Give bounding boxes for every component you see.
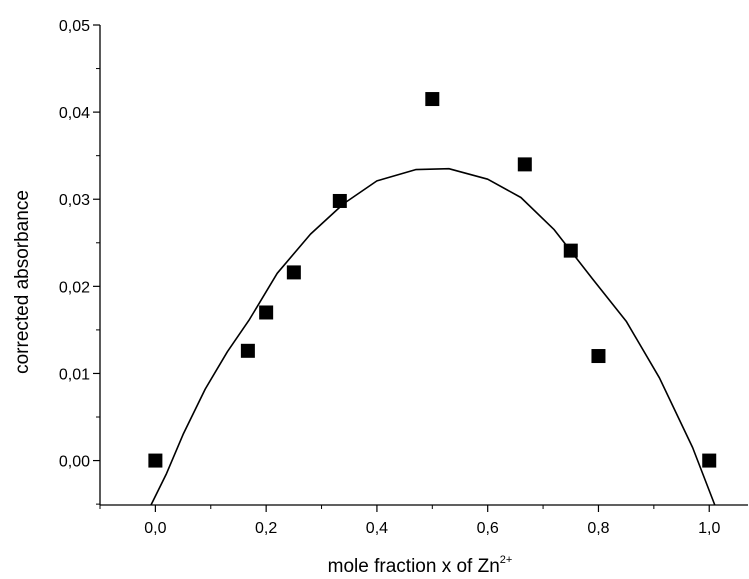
data-point <box>425 92 440 107</box>
x-tick-label: 0,2 <box>255 520 277 537</box>
data-point <box>148 453 163 468</box>
y-axis-title: corrected absorbance <box>12 190 33 374</box>
data-point <box>702 453 717 468</box>
y-tick-label: 0,01 <box>59 366 90 383</box>
data-points-group <box>148 92 717 468</box>
y-tick-label: 0,02 <box>59 279 90 296</box>
y-tick-label: 0,00 <box>59 454 90 471</box>
fit-curve <box>150 167 716 506</box>
x-tick-label: 0,6 <box>477 520 499 537</box>
data-point <box>240 343 255 358</box>
x-axis-title-main: mole fraction x of Zn <box>328 556 500 577</box>
fit-curve-group <box>150 167 716 506</box>
axes: 0,00 0,01 0,02 0,03 0,04 0,05 0,0 0,2 0,4 0,6 0,8 1… <box>59 18 748 537</box>
x-tick-label: 0,8 <box>587 520 609 537</box>
data-point <box>286 265 301 280</box>
data-point <box>332 193 347 208</box>
y-tick-label: 0,04 <box>59 105 90 122</box>
x-axis-title: mole fraction x of Zn2+ <box>328 554 513 577</box>
data-point <box>517 157 532 172</box>
x-tick-label: 1,0 <box>698 520 720 537</box>
x-tick-label: 0,4 <box>366 520 388 537</box>
data-point <box>591 349 606 364</box>
y-tick-label: 0,03 <box>59 192 90 209</box>
x-tick-label: 0,0 <box>144 520 166 537</box>
x-axis-title-superscript: 2+ <box>500 554 513 566</box>
y-tick-label: 0,05 <box>59 18 90 35</box>
data-point <box>563 243 578 258</box>
data-point <box>259 305 274 320</box>
